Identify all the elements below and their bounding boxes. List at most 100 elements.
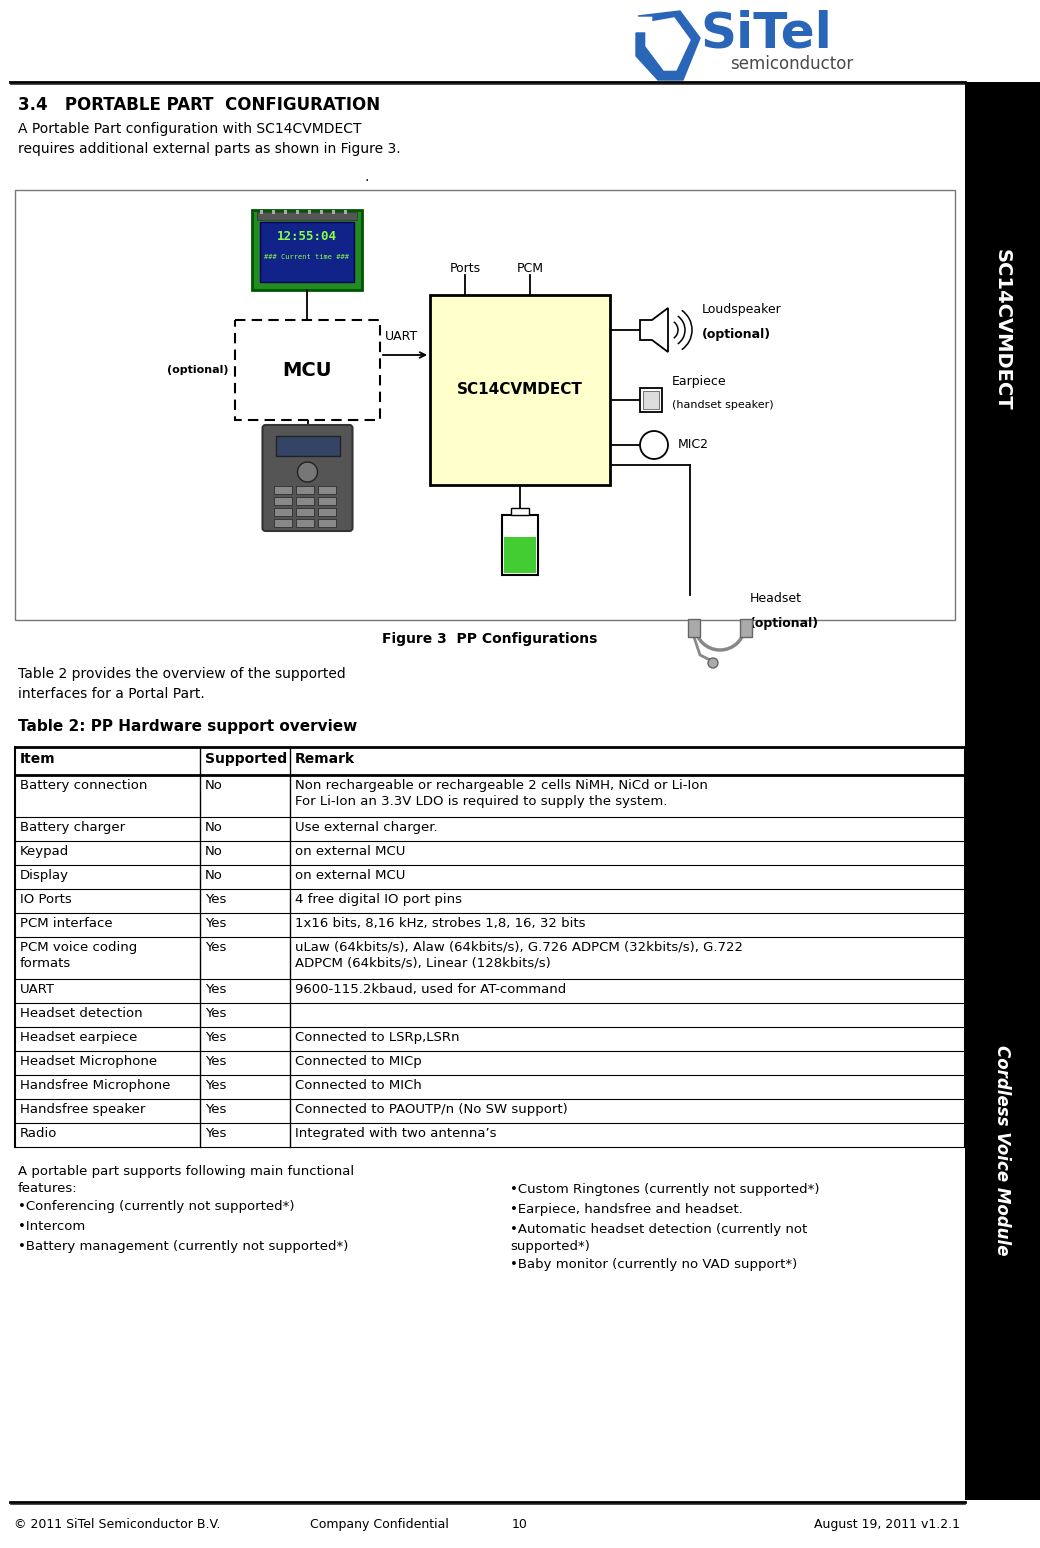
Text: Table 2: PP Hardware support overview: Table 2: PP Hardware support overview <box>18 718 358 734</box>
Text: PCM interface: PCM interface <box>20 916 112 930</box>
Text: August 19, 2011 v1.2.1: August 19, 2011 v1.2.1 <box>814 1519 960 1531</box>
Text: Handsfree speaker: Handsfree speaker <box>20 1104 146 1116</box>
Bar <box>502 515 538 574</box>
Text: Yes: Yes <box>205 983 227 995</box>
Bar <box>295 508 313 515</box>
Polygon shape <box>636 11 700 80</box>
Bar <box>740 619 752 636</box>
Text: Yes: Yes <box>205 941 227 954</box>
Bar <box>272 211 275 214</box>
Bar <box>274 486 291 494</box>
Text: UART: UART <box>20 983 55 995</box>
Bar <box>295 486 313 494</box>
Bar <box>295 497 313 505</box>
Text: No: No <box>205 868 223 882</box>
Bar <box>688 619 700 636</box>
Text: Loudspeaker: Loudspeaker <box>702 303 782 316</box>
Bar <box>504 537 536 573</box>
Text: Yes: Yes <box>205 1031 227 1043</box>
Text: Headset: Headset <box>750 591 802 605</box>
Bar <box>274 519 291 526</box>
Text: SiTel: SiTel <box>700 9 832 57</box>
Text: Yes: Yes <box>205 1008 227 1020</box>
Text: Radio: Radio <box>20 1127 57 1139</box>
Bar <box>284 211 287 214</box>
Bar <box>332 211 335 214</box>
Text: 12:55:04: 12:55:04 <box>277 229 337 243</box>
Text: 10: 10 <box>512 1519 528 1531</box>
Text: Figure 3  PP Configurations: Figure 3 PP Configurations <box>383 632 598 646</box>
Bar <box>965 82 1040 1500</box>
Bar <box>430 296 610 485</box>
Text: MIC2: MIC2 <box>678 438 709 452</box>
Bar <box>317 497 336 505</box>
Bar <box>260 221 354 282</box>
Text: semiconductor: semiconductor <box>730 56 853 73</box>
Text: •Earpiece, handsfree and headset.: •Earpiece, handsfree and headset. <box>510 1203 743 1217</box>
Bar <box>274 497 291 505</box>
Text: uLaw (64kbits/s), Alaw (64kbits/s), G.726 ADPCM (32kbits/s), G.722
ADPCM (64kbit: uLaw (64kbits/s), Alaw (64kbits/s), G.72… <box>295 941 743 971</box>
Text: Connected to LSRp,LSRn: Connected to LSRp,LSRn <box>295 1031 460 1043</box>
Text: on external MCU: on external MCU <box>295 845 406 858</box>
Text: (handset speaker): (handset speaker) <box>672 399 774 410</box>
Text: Earpiece: Earpiece <box>672 375 727 389</box>
Text: Cordless Voice Module: Cordless Voice Module <box>993 1045 1011 1255</box>
Text: 1x16 bits, 8,16 kHz, strobes 1,8, 16, 32 bits: 1x16 bits, 8,16 kHz, strobes 1,8, 16, 32… <box>295 916 586 930</box>
Circle shape <box>640 430 668 460</box>
Text: PCM: PCM <box>517 262 544 276</box>
Text: Connected to MICp: Connected to MICp <box>295 1056 422 1068</box>
Text: Integrated with two antenna’s: Integrated with two antenna’s <box>295 1127 496 1139</box>
Text: •Automatic headset detection (currently not
supported*): •Automatic headset detection (currently … <box>510 1223 807 1252</box>
Text: Item: Item <box>20 752 55 766</box>
Bar <box>235 320 380 420</box>
Text: on external MCU: on external MCU <box>295 868 406 882</box>
Text: Non rechargeable or rechargeable 2 cells NiMH, NiCd or Li-Ion
For Li-Ion an 3.3V: Non rechargeable or rechargeable 2 cells… <box>295 779 708 808</box>
Text: No: No <box>205 845 223 858</box>
Bar <box>640 389 662 412</box>
Text: 9600-115.2kbaud, used for AT-command: 9600-115.2kbaud, used for AT-command <box>295 983 566 995</box>
Text: © 2011 SiTel Semiconductor B.V.: © 2011 SiTel Semiconductor B.V. <box>14 1519 220 1531</box>
Text: 3.4   PORTABLE PART  CONFIGURATION: 3.4 PORTABLE PART CONFIGURATION <box>18 96 381 115</box>
Text: •Intercom: •Intercom <box>18 1220 85 1234</box>
Text: Connected to PAOUTP/n (No SW support): Connected to PAOUTP/n (No SW support) <box>295 1104 568 1116</box>
Text: Table 2 provides the overview of the supported
interfaces for a Portal Part.: Table 2 provides the overview of the sup… <box>18 667 345 701</box>
Text: A portable part supports following main functional
features:: A portable part supports following main … <box>18 1166 355 1195</box>
Bar <box>295 519 313 526</box>
Text: MCU: MCU <box>283 361 332 379</box>
Text: Handsfree Microphone: Handsfree Microphone <box>20 1079 171 1091</box>
Text: IO Ports: IO Ports <box>20 893 72 906</box>
Bar <box>15 190 955 621</box>
Text: Use external charger.: Use external charger. <box>295 820 438 834</box>
Bar <box>260 211 263 214</box>
Text: Yes: Yes <box>205 893 227 906</box>
Bar <box>317 486 336 494</box>
Text: Yes: Yes <box>205 1056 227 1068</box>
Text: Yes: Yes <box>205 1127 227 1139</box>
Polygon shape <box>640 308 668 351</box>
Polygon shape <box>646 19 690 70</box>
Text: Battery connection: Battery connection <box>20 779 148 793</box>
Bar <box>511 508 529 515</box>
Text: (optional): (optional) <box>750 618 820 630</box>
Bar <box>276 437 339 457</box>
Text: Supported: Supported <box>205 752 287 766</box>
Text: 4 free digital IO port pins: 4 free digital IO port pins <box>295 893 462 906</box>
Text: Yes: Yes <box>205 916 227 930</box>
Text: No: No <box>205 820 223 834</box>
Text: Headset earpiece: Headset earpiece <box>20 1031 137 1043</box>
Text: SC14CVMDECT: SC14CVMDECT <box>457 382 583 398</box>
Bar <box>317 508 336 515</box>
Text: Ports: Ports <box>449 262 480 276</box>
Text: Company Confidential: Company Confidential <box>310 1519 449 1531</box>
Text: Yes: Yes <box>205 1104 227 1116</box>
Text: •Battery management (currently not supported*): •Battery management (currently not suppo… <box>18 1240 348 1252</box>
Text: UART: UART <box>385 330 418 344</box>
Text: Headset detection: Headset detection <box>20 1008 142 1020</box>
Bar <box>320 211 323 214</box>
Bar <box>344 211 347 214</box>
Bar <box>252 211 362 289</box>
Text: (optional): (optional) <box>167 365 229 375</box>
Text: Keypad: Keypad <box>20 845 70 858</box>
Text: Connected to MICh: Connected to MICh <box>295 1079 422 1091</box>
Circle shape <box>708 658 718 669</box>
